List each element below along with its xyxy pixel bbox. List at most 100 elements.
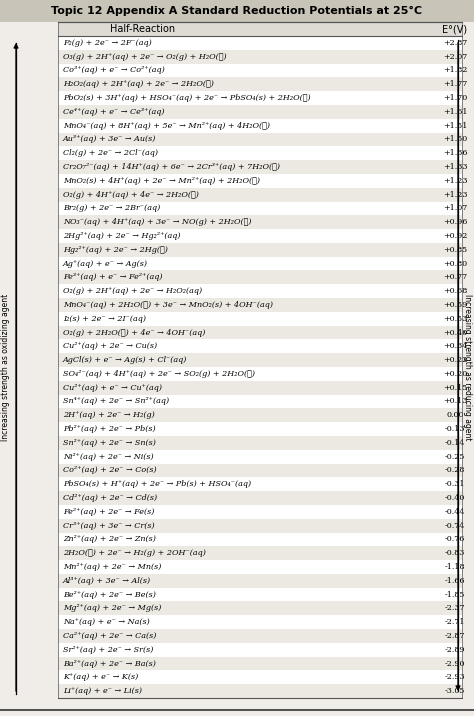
Text: +0.15: +0.15 <box>443 384 467 392</box>
Bar <box>58 77 462 91</box>
Text: Fe³⁺(aq) + e⁻ → Fe²⁺(aq): Fe³⁺(aq) + e⁻ → Fe²⁺(aq) <box>63 274 163 281</box>
Bar <box>58 463 462 478</box>
Text: +0.92: +0.92 <box>443 232 467 240</box>
Text: 2H₂O(ℓ) + 2e⁻ → H₂(g) + 2OH⁻(aq): 2H₂O(ℓ) + 2e⁻ → H₂(g) + 2OH⁻(aq) <box>63 549 206 557</box>
Text: +1.50: +1.50 <box>443 135 467 143</box>
Text: O₃(g) + 2H⁺(aq) + 2e⁻ → O₂(g) + H₂O(ℓ): O₃(g) + 2H⁺(aq) + 2e⁻ → O₂(g) + H₂O(ℓ) <box>63 53 227 61</box>
Bar <box>58 36 462 50</box>
Text: PbO₂(s) + 3H⁺(aq) + HSO₄⁻(aq) + 2e⁻ → PbSO₄(s) + 2H₂O(ℓ): PbO₂(s) + 3H⁺(aq) + HSO₄⁻(aq) + 2e⁻ → Pb… <box>63 94 310 102</box>
Text: PbSO₄(s) + H⁺(aq) + 2e⁻ → Pb(s) + HSO₄⁻(aq): PbSO₄(s) + H⁺(aq) + 2e⁻ → Pb(s) + HSO₄⁻(… <box>63 480 251 488</box>
Bar <box>58 670 462 684</box>
Text: -0.25: -0.25 <box>445 453 465 460</box>
Text: 0.00: 0.00 <box>446 411 464 420</box>
Text: Pb²⁺(aq) + 2e⁻ → Pb(s): Pb²⁺(aq) + 2e⁻ → Pb(s) <box>63 425 155 433</box>
Bar <box>58 518 462 533</box>
Bar <box>58 64 462 77</box>
Bar <box>58 119 462 132</box>
Text: Cr³⁺(aq) + 3e⁻ → Cr(s): Cr³⁺(aq) + 3e⁻ → Cr(s) <box>63 521 155 530</box>
Text: I₂(s) + 2e⁻ → 2I⁻(aq): I₂(s) + 2e⁻ → 2I⁻(aq) <box>63 315 146 323</box>
Bar <box>58 174 462 188</box>
Text: SO₄²⁻(aq) + 4H⁺(aq) + 2e⁻ → SO₂(g) + 2H₂O(ℓ): SO₄²⁻(aq) + 4H⁺(aq) + 2e⁻ → SO₂(g) + 2H₂… <box>63 370 255 378</box>
Text: Au³⁺(aq) + 3e⁻ → Au(s): Au³⁺(aq) + 3e⁻ → Au(s) <box>63 135 156 143</box>
Text: +0.77: +0.77 <box>443 274 467 281</box>
Bar <box>58 188 462 201</box>
Bar <box>58 615 462 629</box>
Bar <box>58 256 462 271</box>
Bar <box>58 229 462 243</box>
Text: -3.05: -3.05 <box>445 687 465 695</box>
Bar <box>58 146 462 160</box>
Bar <box>58 657 462 670</box>
Text: Br₂(g) + 2e⁻ → 2Br⁻(aq): Br₂(g) + 2e⁻ → 2Br⁻(aq) <box>63 204 160 213</box>
Text: +1.70: +1.70 <box>443 94 467 102</box>
Text: -2.89: -2.89 <box>445 646 465 654</box>
Bar <box>58 408 462 422</box>
Text: +1.23: +1.23 <box>443 190 467 198</box>
Text: Ag⁺(aq) + e⁻ → Ag(s): Ag⁺(aq) + e⁻ → Ag(s) <box>63 260 148 268</box>
Text: -0.44: -0.44 <box>445 508 465 516</box>
Bar <box>58 243 462 256</box>
Text: +0.22: +0.22 <box>443 356 467 364</box>
Text: +1.51: +1.51 <box>443 122 467 130</box>
Text: -2.93: -2.93 <box>445 673 465 682</box>
Text: +2.07: +2.07 <box>443 53 467 61</box>
Text: F₂(g) + 2e⁻ → 2F⁻(aq): F₂(g) + 2e⁻ → 2F⁻(aq) <box>63 39 152 47</box>
Text: Topic 12 Appendix A Standard Reduction Potentials at 25°C: Topic 12 Appendix A Standard Reduction P… <box>52 6 422 16</box>
Text: Al³⁺(aq) + 3e⁻ → Al(s): Al³⁺(aq) + 3e⁻ → Al(s) <box>63 577 151 585</box>
Bar <box>58 367 462 381</box>
Bar <box>58 450 462 463</box>
Text: Be²⁺(aq) + 2e⁻ → Be(s): Be²⁺(aq) + 2e⁻ → Be(s) <box>63 591 156 599</box>
Text: Half-Reaction: Half-Reaction <box>110 24 175 34</box>
Text: -1.66: -1.66 <box>445 577 465 585</box>
Text: MnO₄⁻(aq) + 2H₂O(ℓ) + 3e⁻ → MnO₂(s) + 4OH⁻(aq): MnO₄⁻(aq) + 2H₂O(ℓ) + 3e⁻ → MnO₂(s) + 4O… <box>63 301 273 309</box>
Text: +0.68: +0.68 <box>443 287 467 295</box>
Text: +1.61: +1.61 <box>443 108 467 116</box>
Bar <box>58 588 462 601</box>
Text: Ni²⁺(aq) + 2e⁻ → Ni(s): Ni²⁺(aq) + 2e⁻ → Ni(s) <box>63 453 154 460</box>
Text: Na⁺(aq) + e⁻ → Na(s): Na⁺(aq) + e⁻ → Na(s) <box>63 618 150 626</box>
Text: -2.71: -2.71 <box>445 618 465 626</box>
Text: -0.28: -0.28 <box>445 466 465 475</box>
Text: O₂(g) + 4H⁺(aq) + 4e⁻ → 2H₂O(ℓ): O₂(g) + 4H⁺(aq) + 4e⁻ → 2H₂O(ℓ) <box>63 190 199 198</box>
Bar <box>58 298 462 312</box>
Text: +1.36: +1.36 <box>443 149 467 158</box>
Bar <box>58 91 462 105</box>
Text: +0.59: +0.59 <box>443 301 467 309</box>
Text: H₂O₂(aq) + 2H⁺(aq) + 2e⁻ → 2H₂O(ℓ): H₂O₂(aq) + 2H⁺(aq) + 2e⁻ → 2H₂O(ℓ) <box>63 80 214 88</box>
Text: E°(V): E°(V) <box>442 24 467 34</box>
Bar <box>58 560 462 574</box>
Text: +1.33: +1.33 <box>443 163 467 171</box>
Text: -0.14: -0.14 <box>445 439 465 447</box>
Text: Ba²⁺(aq) + 2e⁻ → Ba(s): Ba²⁺(aq) + 2e⁻ → Ba(s) <box>63 659 156 667</box>
Bar <box>58 546 462 560</box>
Text: Cd²⁺(aq) + 2e⁻ → Cd(s): Cd²⁺(aq) + 2e⁻ → Cd(s) <box>63 494 157 502</box>
Text: +0.40: +0.40 <box>443 329 467 337</box>
Text: -2.90: -2.90 <box>445 659 465 667</box>
Text: AgCl(s) + e⁻ → Ag(s) + Cl⁻(aq): AgCl(s) + e⁻ → Ag(s) + Cl⁻(aq) <box>63 356 187 364</box>
Text: +0.13: +0.13 <box>443 397 467 405</box>
Text: +1.07: +1.07 <box>443 204 467 213</box>
Text: +0.85: +0.85 <box>443 246 467 253</box>
Text: +1.82: +1.82 <box>443 67 467 74</box>
Text: -2.37: -2.37 <box>445 604 465 612</box>
Bar <box>58 312 462 326</box>
Text: -0.31: -0.31 <box>445 480 465 488</box>
Text: NO₃⁻(aq) + 4H⁺(aq) + 3e⁻ → NO(g) + 2H₂O(ℓ): NO₃⁻(aq) + 4H⁺(aq) + 3e⁻ → NO(g) + 2H₂O(… <box>63 218 252 226</box>
Bar <box>58 216 462 229</box>
Text: Cu²⁺(aq) + 2e⁻ → Cu(s): Cu²⁺(aq) + 2e⁻ → Cu(s) <box>63 342 157 350</box>
Bar <box>58 395 462 408</box>
Bar <box>58 478 462 491</box>
Bar <box>58 574 462 588</box>
Text: Sn⁴⁺(aq) + 2e⁻ → Sn²⁺(aq): Sn⁴⁺(aq) + 2e⁻ → Sn²⁺(aq) <box>63 397 169 405</box>
Text: Cl₂(g) + 2e⁻ → 2Cl⁻(aq): Cl₂(g) + 2e⁻ → 2Cl⁻(aq) <box>63 149 158 158</box>
Text: Sn²⁺(aq) + 2e⁻ → Sn(s): Sn²⁺(aq) + 2e⁻ → Sn(s) <box>63 439 156 447</box>
Text: Mg²⁺(aq) + 2e⁻ → Mg(s): Mg²⁺(aq) + 2e⁻ → Mg(s) <box>63 604 161 612</box>
Bar <box>58 684 462 698</box>
Text: -0.83: -0.83 <box>445 549 465 557</box>
Bar <box>58 629 462 643</box>
Bar <box>58 533 462 546</box>
Text: +0.20: +0.20 <box>443 370 467 378</box>
Bar <box>58 201 462 216</box>
Text: Mn²⁺(aq) + 2e⁻ → Mn(s): Mn²⁺(aq) + 2e⁻ → Mn(s) <box>63 563 161 571</box>
Text: 2H⁺(aq) + 2e⁻ → H₂(g): 2H⁺(aq) + 2e⁻ → H₂(g) <box>63 411 155 420</box>
